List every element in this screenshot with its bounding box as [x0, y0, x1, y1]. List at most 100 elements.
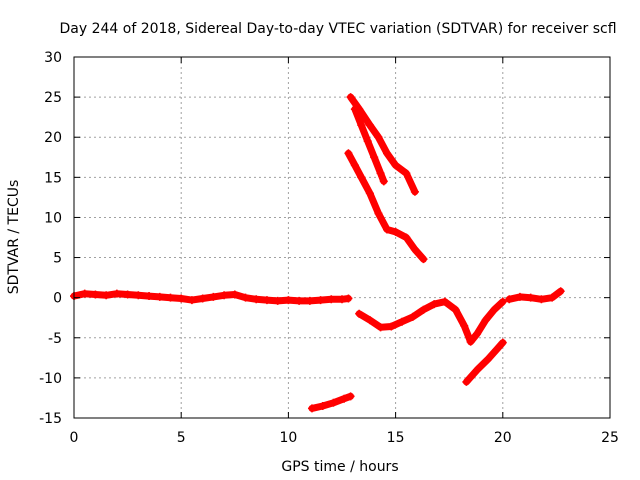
- data-point: [473, 365, 482, 374]
- data-point: [365, 189, 374, 198]
- data-point: [537, 295, 546, 304]
- data-point: [365, 316, 374, 325]
- data-point: [355, 309, 364, 318]
- data-point: [307, 404, 316, 413]
- y-tick-label: -5: [48, 331, 62, 347]
- y-tick-label: 0: [53, 291, 62, 307]
- data-point: [391, 227, 400, 236]
- data-point: [374, 209, 383, 218]
- x-tick-label: 10: [279, 430, 297, 446]
- series-band: [355, 298, 507, 346]
- data-point: [466, 337, 475, 346]
- data-point: [329, 398, 338, 407]
- data-point: [548, 293, 557, 302]
- data-point: [383, 149, 392, 158]
- data-point: [166, 293, 175, 302]
- data-point: [363, 137, 372, 146]
- data-point: [145, 292, 154, 301]
- series-baseline-afternoon: [355, 297, 507, 346]
- series-band: [344, 149, 427, 263]
- data-point: [177, 294, 186, 303]
- data-point: [344, 149, 353, 158]
- data-point: [318, 401, 327, 410]
- data-point: [134, 291, 143, 300]
- data-point: [357, 121, 366, 130]
- data-point: [410, 245, 419, 254]
- data-point: [284, 296, 293, 305]
- data-point: [556, 287, 565, 296]
- data-point: [262, 296, 271, 305]
- data-point: [419, 255, 428, 264]
- data-point: [123, 290, 132, 299]
- data-point: [370, 153, 379, 162]
- data-point: [209, 292, 218, 301]
- data-point: [344, 294, 353, 303]
- data-point: [515, 292, 524, 301]
- data-point: [460, 321, 469, 330]
- data-point: [451, 305, 460, 314]
- data-point: [398, 317, 407, 326]
- data-point: [387, 322, 396, 331]
- y-tick-label: -10: [39, 371, 62, 387]
- data-point: [350, 161, 359, 170]
- data-point: [230, 290, 239, 299]
- data-point: [430, 300, 439, 309]
- series-arc-bottom-left: [307, 392, 355, 413]
- data-point: [376, 169, 385, 178]
- chart-title: Day 244 of 2018, Sidereal Day-to-day VTE…: [59, 21, 616, 37]
- data-point: [346, 93, 355, 102]
- x-tick-label: 5: [177, 430, 186, 446]
- data-point: [419, 305, 428, 314]
- data-point: [338, 295, 346, 304]
- y-axis-label: SDTVAR / TECUs: [6, 180, 22, 295]
- y-tick-label: 20: [44, 130, 62, 146]
- data-point: [374, 133, 383, 142]
- data-point: [376, 323, 385, 332]
- data-point: [410, 187, 419, 196]
- y-tick-label: 30: [44, 50, 62, 66]
- data-point: [402, 169, 411, 178]
- data-point: [357, 173, 366, 182]
- data-point: [346, 392, 355, 401]
- data-point: [498, 338, 507, 347]
- data-point: [462, 377, 471, 386]
- data-point: [241, 293, 250, 302]
- y-tick-label: 25: [44, 90, 62, 106]
- data-point: [490, 305, 499, 314]
- x-tick-label: 0: [70, 430, 79, 446]
- data-point: [402, 233, 411, 242]
- data-point: [340, 394, 349, 403]
- data-point: [379, 177, 388, 186]
- data-point: [102, 291, 111, 300]
- series-arc-lower-mid: [344, 149, 428, 264]
- data-point: [187, 296, 196, 305]
- y-tick-label: -15: [39, 411, 62, 427]
- data-point: [383, 225, 392, 234]
- data-point: [391, 161, 400, 170]
- data-point: [350, 105, 359, 114]
- data-point: [252, 295, 261, 304]
- data-point: [440, 297, 449, 306]
- data-point: [505, 295, 514, 304]
- series-baseline-evening: [505, 287, 565, 304]
- data-point: [198, 294, 207, 303]
- data-point: [316, 296, 325, 305]
- data-point: [473, 329, 482, 338]
- data-point: [526, 293, 535, 302]
- data-point: [112, 289, 121, 298]
- data-point: [91, 290, 100, 299]
- x-tick-label: 25: [601, 430, 619, 446]
- data-point: [80, 289, 89, 298]
- y-tick-label: 15: [44, 170, 62, 186]
- data-point: [220, 291, 229, 300]
- data-point: [481, 316, 490, 325]
- series-band: [347, 93, 419, 196]
- series-arc-top: [346, 93, 419, 196]
- x-tick-label: 15: [387, 430, 405, 446]
- series-arc-upper-mid: [350, 105, 388, 186]
- y-tick-label: 5: [53, 251, 62, 267]
- x-tick-label: 20: [494, 430, 512, 446]
- data-point: [408, 312, 417, 321]
